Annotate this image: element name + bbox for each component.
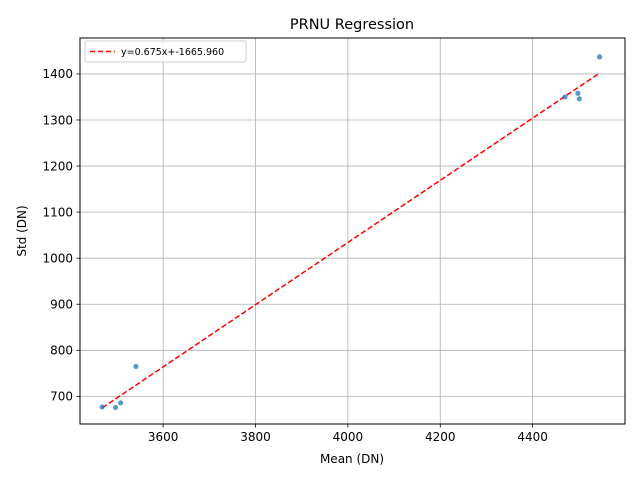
y-tick-label: 800	[50, 344, 73, 358]
legend: y=0.675x+-1665.960	[84, 40, 247, 63]
grid	[80, 38, 625, 424]
y-tick-label: 1100	[42, 205, 73, 219]
data-point	[118, 400, 124, 406]
plot-frame	[79, 37, 626, 425]
x-tick-label: 4200	[425, 430, 456, 444]
x-tick-label: 3600	[148, 430, 179, 444]
data-point	[575, 90, 581, 96]
chart-title: PRNU Regression	[290, 17, 414, 33]
legend-label-fit: y=0.675x+-1665.960	[121, 47, 224, 58]
y-axis-label: Std (DN)	[15, 205, 29, 256]
x-tick-label: 4000	[333, 430, 364, 444]
y-tick-label: 700	[50, 390, 73, 404]
data-point	[133, 363, 139, 370]
fit-line	[101, 72, 601, 409]
data-point	[99, 404, 105, 410]
y-tick-label: 1400	[42, 67, 73, 81]
fit-line-layer	[101, 72, 601, 409]
x-axis-label: Mean (DN)	[320, 452, 384, 466]
x-axis-ticks: 3600 3800 4000 4200 4400	[148, 424, 548, 444]
data-point	[576, 96, 582, 102]
y-axis-ticks: 700 800 900 1000 1100 1200 1300 1400	[42, 67, 80, 404]
y-tick-label: 1300	[42, 113, 73, 127]
data-point	[562, 94, 568, 100]
scatter-points	[99, 54, 603, 411]
data-point	[112, 404, 119, 411]
legend-box	[84, 40, 247, 63]
x-tick-label: 3800	[240, 430, 271, 444]
y-tick-label: 900	[50, 298, 73, 312]
x-tick-label: 4400	[517, 430, 548, 444]
y-tick-label: 1000	[42, 251, 73, 265]
data-point	[596, 54, 603, 60]
y-tick-label: 1200	[42, 159, 73, 173]
